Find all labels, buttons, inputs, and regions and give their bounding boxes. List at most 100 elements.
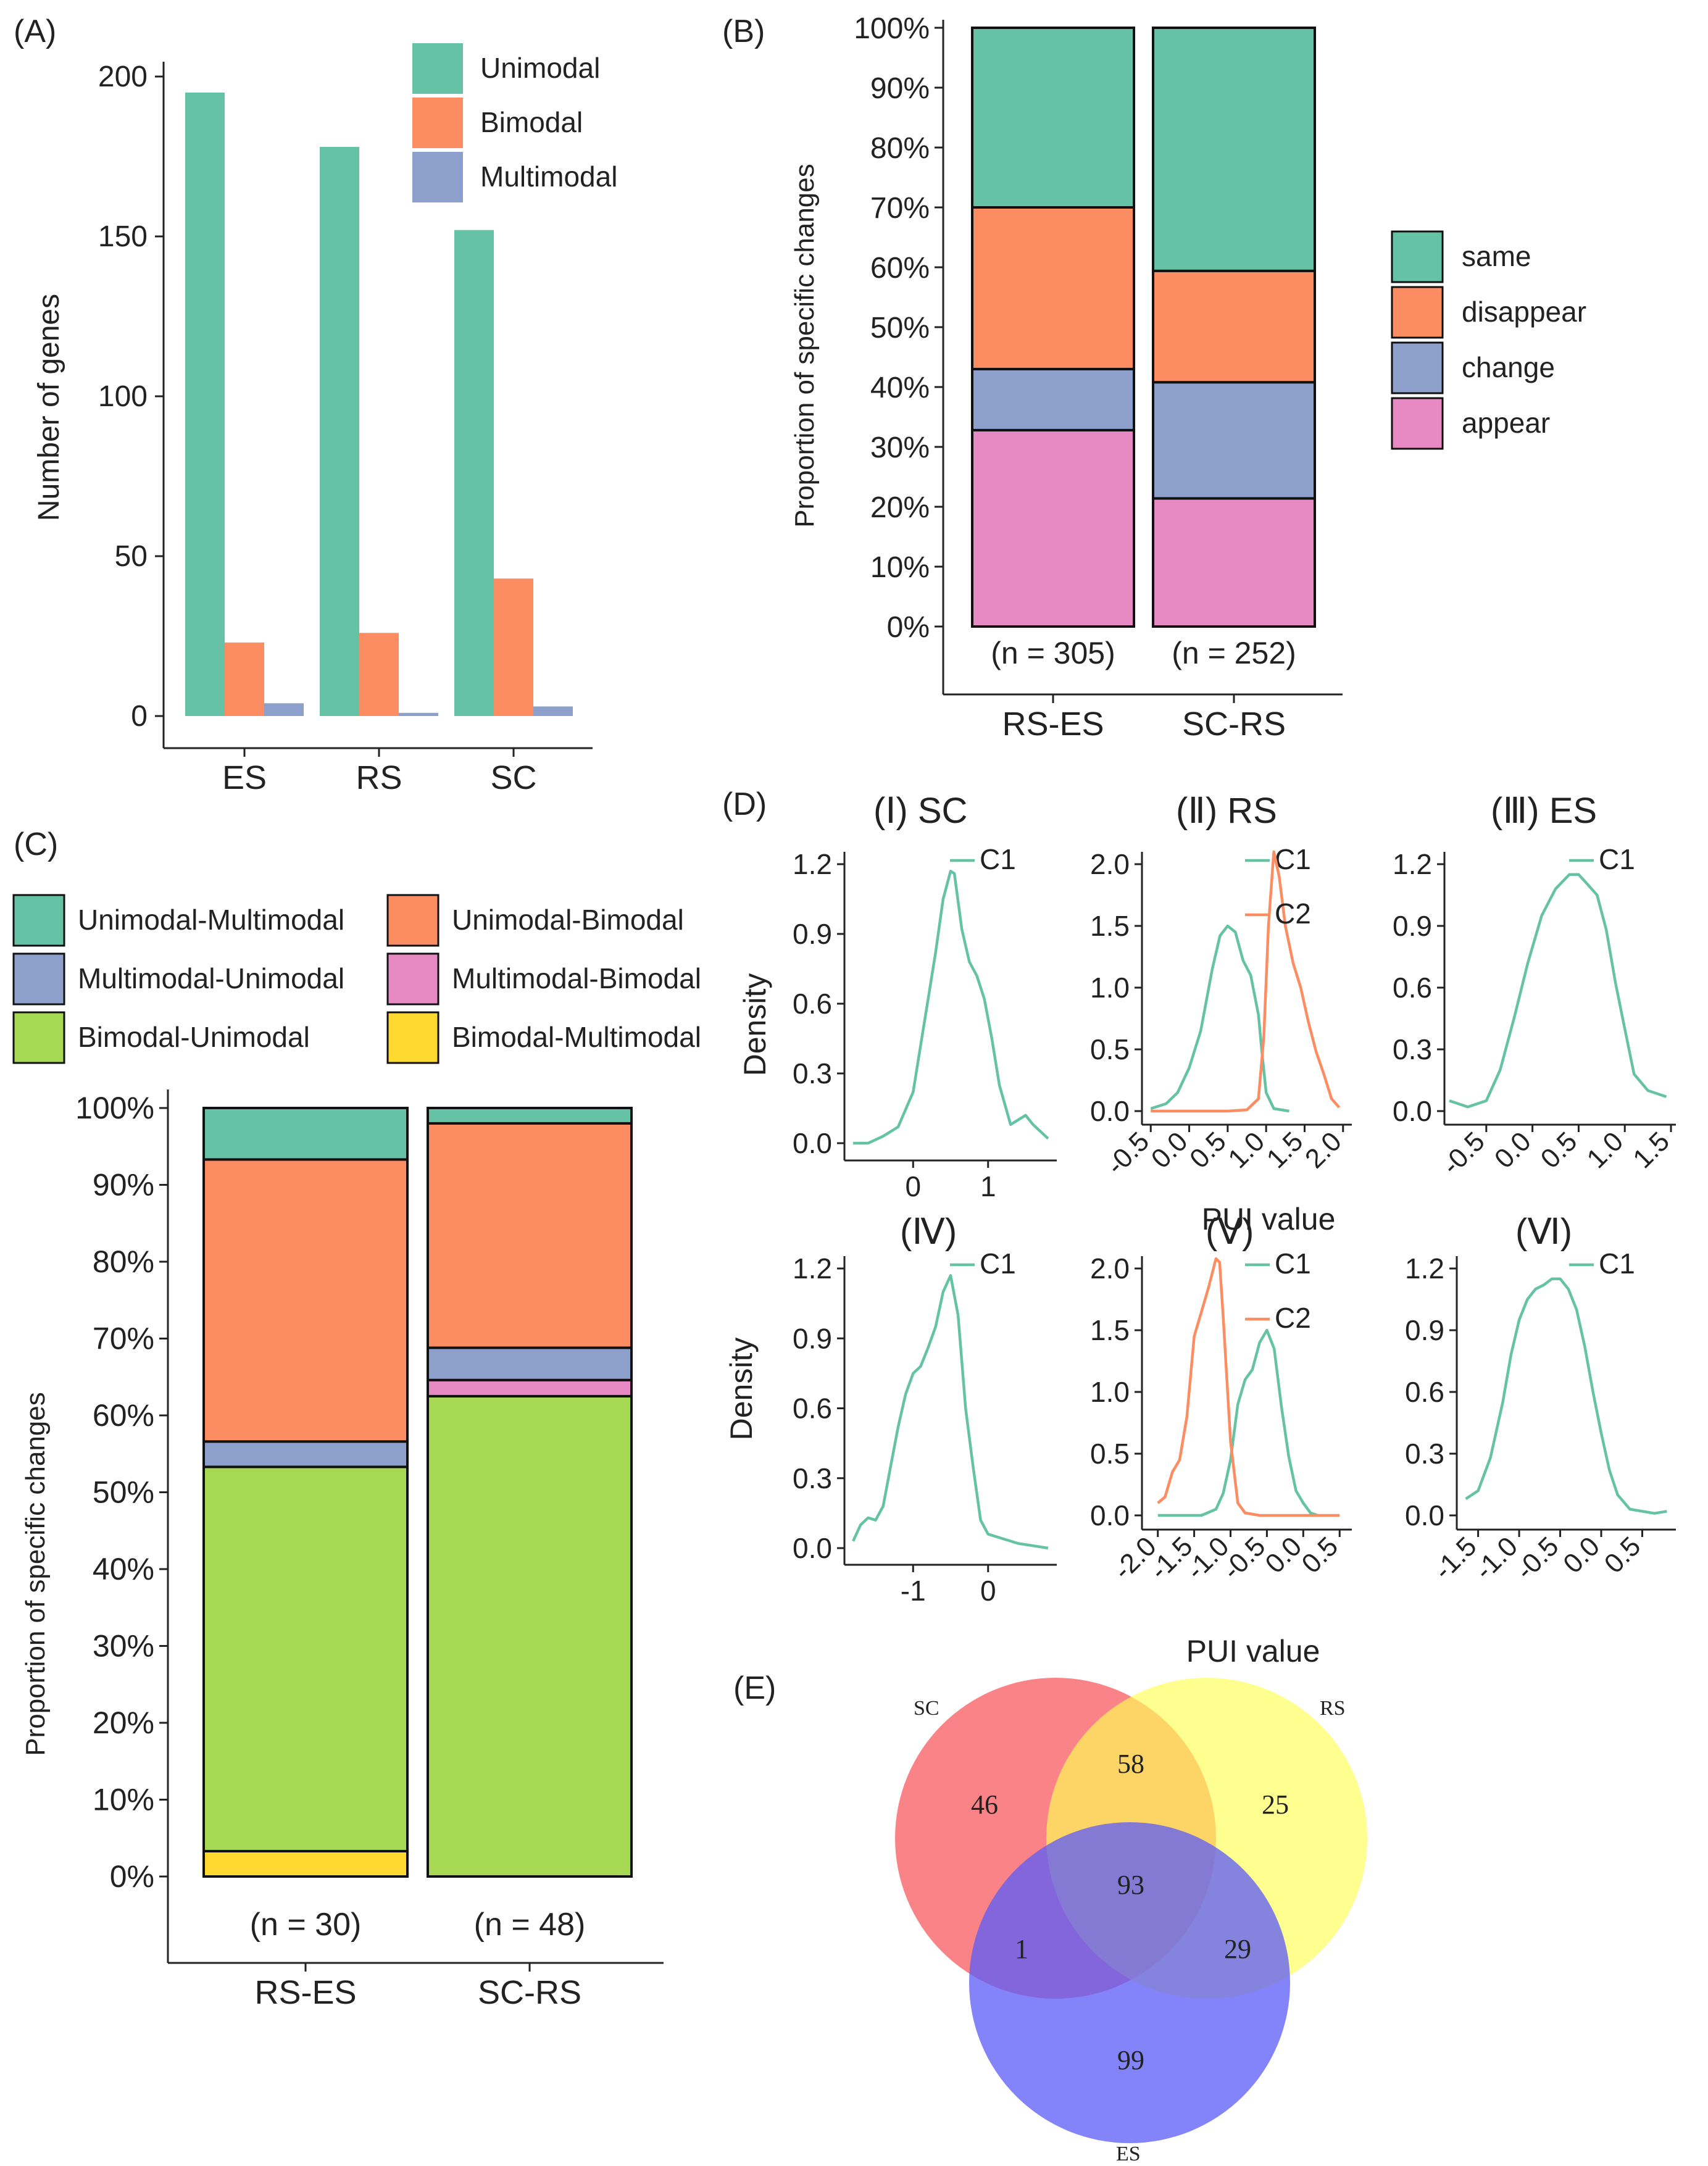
legend-label-unimodal-bimodal: Unimodal-Bimodal (452, 904, 684, 936)
density-line-c1 (852, 1274, 1049, 1550)
x-tick-label: SC (490, 759, 536, 796)
legend-label-c1: C1 (1275, 843, 1311, 875)
x-tick-label: 2.0 (1299, 1126, 1348, 1174)
legend-label-multimodal-unimodal: Multimodal-Unimodal (78, 962, 344, 994)
segment-disappear-rs-es (971, 206, 1135, 370)
x-tick-label: 0 (980, 1575, 996, 1607)
panel-label-a: (A) (14, 14, 56, 49)
panel-a: (A) Number of genes 0 50 100 150 200 ES RS SC U… (14, 14, 617, 796)
y-tick-label: 0.6 (793, 1393, 832, 1425)
bar-multimodal-sc (533, 706, 573, 716)
bars-c (202, 1107, 633, 1878)
density-subplot-2: (Ⅱ) RS0.00.51.01.52.0-0.50.00.51.01.52.0… (1090, 791, 1352, 1181)
venn-label-rs: RS (1320, 1697, 1346, 1720)
legend-b: same disappear change appear (1391, 230, 1586, 450)
y-tick-label: 0.6 (793, 988, 832, 1020)
y-tick-label: 0.3 (793, 1057, 832, 1089)
subplot-title: (Ⅲ) ES (1491, 791, 1597, 831)
axes-a: 0 50 100 150 200 ES RS SC (98, 60, 593, 796)
segment-unimodal-bimodal-sc-rs (427, 1122, 633, 1349)
y-tick-label: 70% (870, 192, 930, 225)
density-line-c1 (1449, 873, 1667, 1109)
legend-swatch-bimodal-multimodal (386, 1011, 439, 1064)
density-line-c2 (1151, 850, 1341, 1113)
y-tick-label: 0.9 (793, 1322, 832, 1354)
segment-unimodal-multimodal-rs-es (202, 1107, 409, 1161)
x-tick-label: 1.5 (1627, 1126, 1675, 1174)
y-tick-label: 50% (93, 1475, 154, 1510)
legend-swatch-bimodal (412, 98, 463, 148)
ylabel-b: Proportion of specific changes (789, 164, 820, 527)
legend-label-bimodal-multimodal: Bimodal-Multimodal (452, 1021, 701, 1053)
y-tick-label: 70% (93, 1322, 154, 1356)
legend-swatch-multimodal (412, 152, 463, 202)
y-tick-label: 0.0 (793, 1127, 832, 1159)
n-label-sc-rs: (n = 252) (1172, 636, 1296, 670)
bar-unimodal-es (185, 92, 225, 716)
legend-label-unimodal: Unimodal (480, 52, 600, 84)
panel-d: (D) Density Density PUI value PUI value … (722, 786, 1676, 1668)
legend-label-c1: C1 (980, 1248, 1016, 1280)
x-tick-label: 0.0 (1557, 1531, 1606, 1579)
x-tick-label: 1.0 (1581, 1126, 1629, 1174)
legend-label-change: change (1462, 351, 1555, 383)
subplot-title: (Ⅱ) RS (1176, 791, 1277, 831)
legend-label-unimodal-multimodal: Unimodal-Multimodal (78, 904, 344, 936)
xlabel-d-bottom: PUI value (1186, 1634, 1320, 1668)
legend-swatch-same (1391, 230, 1444, 283)
y-tick-label: 100 (98, 380, 148, 413)
y-tick-label: 50% (870, 312, 930, 344)
x-tick-label: -1 (901, 1575, 926, 1607)
segment-multimodal-bimodal-sc-rs (427, 1378, 633, 1397)
segment-change-rs-es (971, 367, 1135, 431)
density-line-c2 (1157, 1257, 1340, 1517)
venn-count-sc-only: 46 (971, 1789, 998, 1820)
legend-label-c2: C2 (1275, 898, 1311, 930)
y-tick-label: 90% (870, 72, 930, 105)
y-tick-label: 0.0 (793, 1532, 832, 1564)
xlabel-d-top: PUI value (1202, 1202, 1336, 1236)
y-tick-label: 1.2 (1393, 848, 1432, 880)
legend-swatch-multimodal-unimodal (12, 952, 65, 1006)
x-tick-label: 1 (980, 1170, 996, 1202)
x-tick-label: RS-ES (254, 1974, 356, 2011)
legend-label-appear: appear (1462, 407, 1550, 439)
segment-unimodal-bimodal-rs-es (202, 1158, 409, 1443)
density-line-c1 (1465, 1277, 1667, 1515)
y-tick-label: 40% (870, 372, 930, 404)
y-tick-label: 0.9 (793, 918, 832, 950)
segment-bimodal-multimodal-rs-es (202, 1849, 409, 1878)
legend-label-bimodal: Bimodal (480, 106, 583, 138)
y-tick-label: 10% (93, 1783, 154, 1817)
y-tick-label: 0.3 (1405, 1438, 1444, 1470)
y-tick-label: 80% (870, 132, 930, 165)
legend-label-c1: C1 (1599, 1248, 1635, 1280)
y-tick-label: 1.2 (1405, 1252, 1444, 1285)
y-tick-label: 2.0 (1090, 848, 1130, 880)
y-tick-label: 20% (870, 491, 930, 524)
legend-swatch-disappear (1391, 286, 1444, 339)
venn-circle-es (969, 1822, 1290, 2143)
y-tick-label: 30% (93, 1629, 154, 1664)
bar-bimodal-sc (494, 578, 533, 716)
venn-label-es: ES (1116, 2143, 1141, 2165)
y-tick-label: 0 (131, 700, 148, 733)
venn-label-sc: SC (914, 1697, 939, 1720)
x-tick-label: 0.0 (1489, 1126, 1537, 1174)
y-tick-label: 1.5 (1090, 910, 1130, 942)
x-tick-label: -0.5 (1510, 1531, 1564, 1585)
venn-count-rs-only: 25 (1262, 1789, 1289, 1820)
y-tick-label: 0.0 (1090, 1095, 1130, 1127)
venn-count-sc-es: 1 (1015, 1934, 1028, 1964)
bars-a (185, 92, 573, 716)
subplot-title: (Ⅳ) (900, 1212, 957, 1252)
density-subplot-3: (Ⅲ) ES0.00.30.60.91.2-0.50.00.51.01.5C1 (1393, 791, 1676, 1181)
y-tick-label: 0.9 (1393, 910, 1432, 942)
x-tick-label: 0.5 (1535, 1126, 1583, 1174)
y-tick-label: 40% (93, 1552, 154, 1586)
y-tick-label: 60% (870, 252, 930, 285)
x-tick-label: SC-RS (478, 1974, 581, 2011)
panel-c: (C) Proportion of specific changes Unimo… (12, 827, 701, 2011)
y-tick-label: 2.0 (1090, 1252, 1130, 1285)
